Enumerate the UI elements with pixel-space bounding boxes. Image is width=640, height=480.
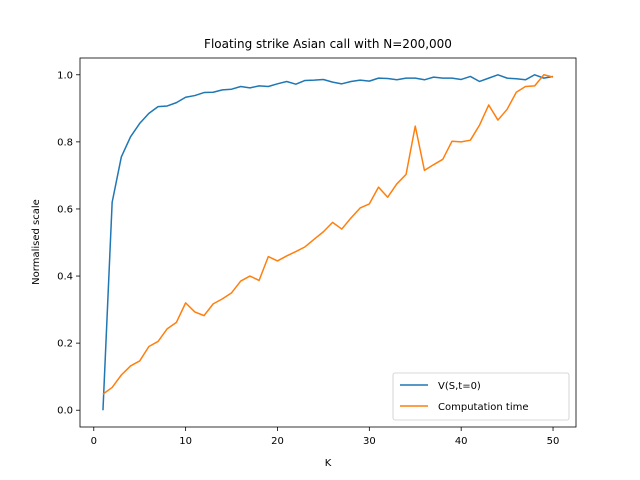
x-tick-label: 50 — [547, 436, 560, 447]
legend-label-time: Computation time — [438, 402, 529, 413]
series-line-0 — [102, 74, 554, 411]
plot-background — [80, 58, 576, 427]
chart-title: Floating strike Asian call with N=200,00… — [204, 37, 452, 51]
x-tick-label: 30 — [363, 436, 376, 447]
x-tick-label: 20 — [271, 436, 284, 447]
plot-area — [79, 57, 577, 428]
series-line-1 — [102, 74, 554, 395]
y-tick-label: 0.6 — [57, 204, 73, 215]
y-tick-label: 0.0 — [57, 406, 73, 417]
x-tick-label: 0 — [91, 436, 97, 447]
legend: V(S,t=0) Computation time — [392, 372, 570, 421]
x-axis: 0 10 20 30 40 50 — [91, 427, 560, 447]
y-tick-label: 0.8 — [57, 137, 73, 148]
x-axis-label: K — [325, 458, 332, 469]
x-tick-label: 40 — [455, 436, 468, 447]
y-tick-label: 1.0 — [57, 70, 73, 81]
plot-frame — [79, 57, 577, 428]
legend-box — [392, 372, 570, 421]
y-axis: 0.0 0.2 0.4 0.6 0.8 1.0 — [57, 70, 80, 417]
series-layer — [102, 74, 554, 411]
y-tick-label: 0.2 — [57, 339, 73, 350]
y-tick-label: 0.4 — [57, 272, 73, 283]
x-tick-label: 10 — [179, 436, 192, 447]
y-axis-label: Normalised scale — [31, 199, 42, 285]
legend-label-v: V(S,t=0) — [438, 381, 481, 392]
